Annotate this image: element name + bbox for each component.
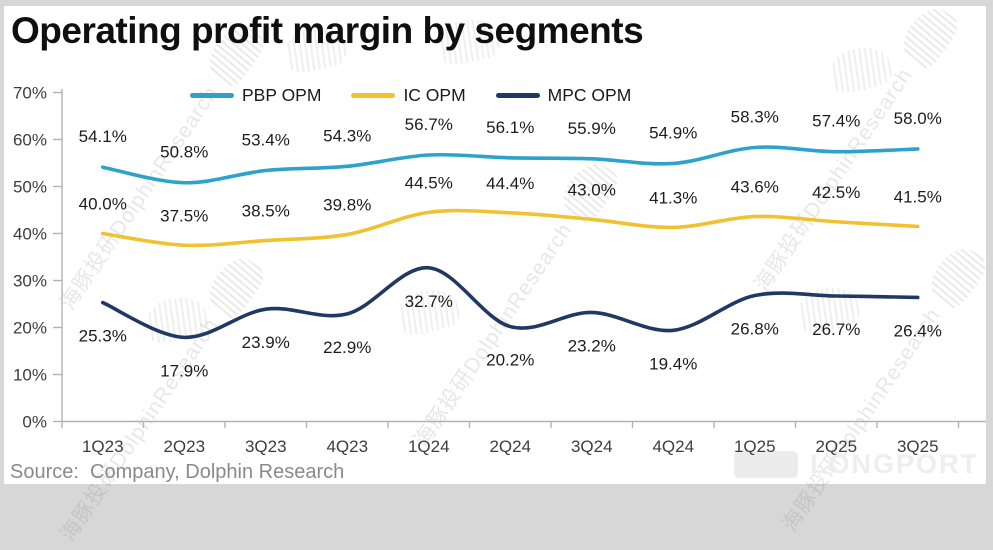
x-tick-label: 1Q25 (734, 437, 776, 456)
series-line-mpc-opm (100, 266, 920, 340)
data-label: 56.7% (405, 115, 453, 134)
data-label: 54.9% (649, 123, 697, 142)
data-label: 54.1% (79, 127, 127, 146)
y-tick-label: 60% (13, 131, 47, 150)
legend-swatch (190, 93, 234, 98)
series-line-ic-opm (100, 208, 920, 248)
data-label: 22.9% (323, 338, 371, 357)
data-label: 53.4% (242, 131, 290, 150)
y-tick-label: 70% (13, 84, 47, 103)
legend-swatch (351, 93, 396, 98)
data-label: 20.2% (486, 351, 534, 370)
legend-label: IC OPM (403, 85, 466, 105)
y-tick-label: 0% (22, 413, 47, 432)
data-label: 56.1% (486, 118, 534, 137)
data-label: 40.0% (79, 195, 127, 214)
x-tick-label: 3Q23 (245, 437, 287, 456)
legend-item-ic-opm: IC OPM (351, 85, 466, 106)
data-label: 26.8% (731, 320, 779, 339)
data-label: 17.9% (160, 361, 208, 380)
data-label: 54.3% (323, 126, 371, 145)
x-tick-label: 1Q23 (82, 437, 124, 456)
x-tick-label: 3Q24 (571, 437, 613, 456)
legend-item-pbp-opm: PBP OPM (190, 85, 321, 106)
y-tick-label: 10% (13, 366, 47, 385)
chart-legend: PBP OPM IC OPM MPC OPM (190, 85, 631, 106)
x-tick-label: 2Q24 (489, 437, 531, 456)
source-note: Source: Company, Dolphin Research (10, 461, 345, 483)
series-line-pbp-opm (100, 145, 920, 185)
data-label: 23.2% (568, 336, 616, 355)
data-label: 55.9% (568, 119, 616, 138)
longport-logo-icon (734, 451, 798, 478)
chart-title: Operating profit margin by segments (11, 10, 644, 51)
data-label: 58.0% (894, 109, 942, 128)
x-tick-label: 4Q23 (326, 437, 368, 456)
data-label: 38.5% (242, 202, 290, 221)
legend-item-mpc-opm: MPC OPM (495, 85, 632, 106)
x-tick-label: 4Q24 (652, 437, 694, 456)
y-tick-label: 20% (13, 319, 47, 338)
data-label: 41.5% (894, 187, 942, 206)
data-label: 37.5% (160, 206, 208, 225)
legend-swatch (495, 93, 540, 98)
data-label: 50.8% (160, 143, 208, 162)
data-label: 41.3% (649, 188, 697, 207)
data-label: 42.5% (812, 183, 860, 202)
legend-label: MPC OPM (547, 85, 632, 105)
longport-watermark: LONGPORT (734, 449, 979, 480)
x-tick-label: 1Q24 (408, 437, 450, 456)
y-tick-label: 50% (13, 178, 47, 197)
data-label: 25.3% (79, 327, 127, 346)
longport-watermark-text: LONGPORT (810, 449, 979, 479)
y-tick-label: 30% (13, 272, 47, 291)
data-label: 26.4% (894, 321, 942, 340)
y-tick-label: 40% (13, 225, 47, 244)
x-tick-label: 2Q23 (163, 437, 205, 456)
data-label: 23.9% (242, 333, 290, 352)
data-label: 58.3% (731, 107, 779, 126)
legend-label: PBP OPM (242, 85, 322, 105)
data-label: 43.6% (731, 178, 779, 197)
x-tick-label: 3Q25 (897, 437, 939, 456)
line-chart: 0% 10% 20% 30% 40% 50% 60% 70% 1Q23 2Q23 3Q23 4Q23 1… (13, 84, 986, 456)
data-label: 32.7% (405, 292, 453, 311)
data-label: 19.4% (649, 354, 697, 373)
data-label: 26.7% (812, 320, 860, 339)
data-label: 43.0% (568, 180, 616, 199)
data-label: 44.4% (486, 174, 534, 193)
data-label: 39.8% (323, 195, 371, 214)
data-label: 44.5% (405, 173, 453, 192)
x-tick-label: 2Q25 (815, 437, 857, 456)
data-label: 57.4% (812, 112, 860, 131)
